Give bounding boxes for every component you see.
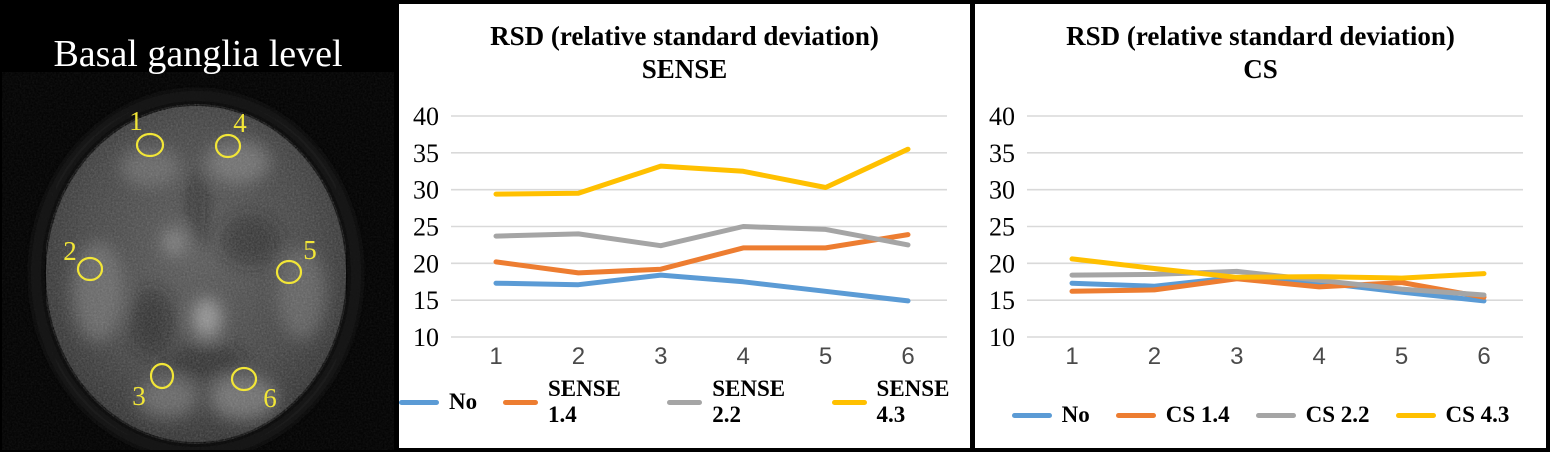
roi-circle-1: [135, 132, 165, 158]
x-axis-tick-1: 1: [489, 343, 502, 370]
y-axis-tick-20: 20: [413, 249, 439, 278]
roi-label-3: 3: [132, 381, 146, 411]
legend-label: CS 4.3: [1445, 402, 1510, 427]
legend-item-cs-1-4: CS 1.4: [1115, 402, 1230, 428]
sense-chart-panel: RSD (relative standard deviation) SENSE …: [397, 2, 972, 450]
x-axis-tick-5: 5: [819, 343, 832, 370]
roi-label-2: 2: [63, 236, 77, 266]
sense-chart-title: RSD (relative standard deviation) SENSE: [399, 20, 970, 86]
cs-line-chart: 40 35 30 25 20 15 10 1 2 3 4 5 6: [989, 102, 1523, 370]
legend-item-sense-1-4: SENSE 1.4: [503, 376, 641, 428]
y-axis-tick-40: 40: [413, 102, 439, 131]
legend-swatch-icon: [1011, 412, 1052, 418]
y-axis-tick-20: 20: [989, 249, 1015, 278]
y-axis-tick-30: 30: [989, 176, 1015, 205]
x-axis-tick-3: 3: [654, 343, 667, 370]
series-line-sense-4-3: [493, 146, 911, 197]
y-axis-tick-25: 25: [413, 213, 439, 242]
legend-swatch-icon: [1395, 412, 1436, 418]
roi-circle-4: [214, 133, 242, 159]
brain-mri-panel: Basal ganglia level: [2, 2, 394, 450]
legend-swatch-icon: [667, 399, 703, 405]
sense-chart-title-line1: RSD (relative standard deviation): [490, 21, 879, 51]
roi-circles: [76, 132, 303, 392]
x-axis-tick-5: 5: [1395, 343, 1408, 370]
cs-chart-legend: No CS 1.4 CS 2.2 CS 4.3: [975, 402, 1546, 428]
legend-swatch-icon: [503, 399, 538, 405]
y-axis-tick-25: 25: [989, 213, 1015, 242]
roi-label-5: 5: [303, 235, 317, 265]
series-line-sense-1-4: [493, 232, 911, 276]
brain-panel-title: Basal ganglia level: [53, 33, 343, 75]
legend-swatch-icon: [1255, 412, 1296, 418]
x-axis-tick-6: 6: [901, 343, 914, 370]
legend-item-sense-4-3: SENSE 4.3: [831, 376, 970, 428]
legend-item-sense-2-2: SENSE 2.2: [667, 376, 805, 428]
x-axis-tick-6: 6: [1477, 343, 1490, 370]
brain-mri-image: 1 2 3 4 5 6: [2, 72, 394, 450]
cs-chart-title: RSD (relative standard deviation) CS: [975, 20, 1546, 86]
roi-circle-2: [76, 256, 104, 282]
legend-swatch-icon: [399, 399, 439, 405]
y-axis-tick-15: 15: [413, 286, 439, 315]
legend-item-no: No: [399, 389, 477, 415]
legend-item-no: No: [1011, 402, 1090, 428]
y-axis-tick-40: 40: [989, 102, 1015, 131]
roi-label-6: 6: [263, 383, 277, 413]
y-axis-tick-35: 35: [413, 139, 439, 168]
x-axis-tick-3: 3: [1230, 343, 1243, 370]
roi-circle-3: [149, 362, 175, 390]
legend-item-cs-4-3: CS 4.3: [1395, 402, 1510, 428]
legend-label: CS 2.2: [1305, 402, 1370, 427]
series-line-no: [493, 272, 911, 304]
legend-label: No: [1061, 402, 1090, 427]
skull-rim: [31, 91, 361, 450]
legend-label: SENSE 4.3: [876, 376, 950, 427]
roi-circle-5: [275, 259, 303, 285]
x-axis-tick-1: 1: [1065, 343, 1078, 370]
x-axis-tick-4: 4: [1313, 343, 1326, 370]
legend-item-cs-2-2: CS 2.2: [1255, 402, 1370, 428]
y-axis-tick-35: 35: [989, 139, 1015, 168]
roi-labels: 1 2 3 4 5 6: [63, 106, 317, 413]
series-line-cs-4-3: [1069, 256, 1487, 281]
roi-label-1: 1: [129, 106, 143, 136]
legend-swatch-icon: [1115, 412, 1156, 418]
y-axis-tick-10: 10: [989, 323, 1015, 352]
series-line-sense-2-2: [493, 224, 911, 249]
legend-swatch-icon: [831, 399, 867, 405]
legend-label: SENSE 1.4: [547, 376, 621, 427]
roi-circle-6: [230, 366, 258, 392]
sense-chart-legend: No SENSE 1.4 SENSE 2.2 SENSE 4.3: [399, 376, 970, 428]
legend-label: SENSE 2.2: [712, 376, 786, 427]
legend-label: CS 1.4: [1165, 402, 1230, 427]
cs-chart-title-line1: RSD (relative standard deviation): [1066, 21, 1455, 51]
y-axis-tick-30: 30: [413, 176, 439, 205]
cs-chart-panel: RSD (relative standard deviation) CS 40 3…: [972, 2, 1548, 450]
cs-chart-title-line2: CS: [1243, 54, 1278, 84]
y-axis-tick-10: 10: [413, 323, 439, 352]
roi-label-4: 4: [233, 108, 247, 138]
x-axis-tick-2: 2: [572, 343, 585, 370]
x-axis-tick-4: 4: [737, 343, 750, 370]
y-axis-tick-15: 15: [989, 286, 1015, 315]
sense-chart-title-line2: SENSE: [641, 54, 728, 84]
legend-label: No: [449, 389, 478, 414]
x-axis-tick-2: 2: [1148, 343, 1161, 370]
brain-tissue: [46, 104, 346, 444]
series-line-no: [1069, 274, 1487, 304]
sense-line-chart: 40 35 30 25 20 15 10 1 2 3 4 5 6: [413, 102, 947, 370]
series-line-cs-1-4: [1069, 276, 1487, 300]
